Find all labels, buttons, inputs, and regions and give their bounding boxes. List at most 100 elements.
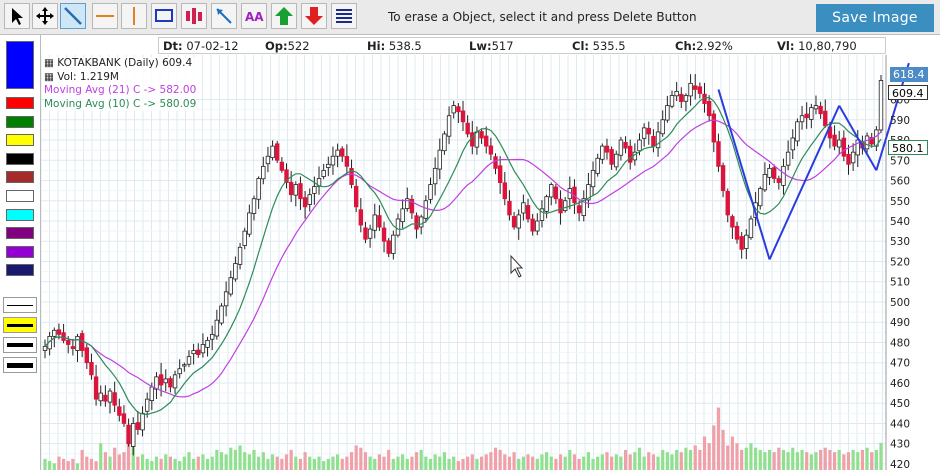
candle [711,113,716,143]
volume-bar [772,452,776,470]
volume-bar [470,454,474,470]
y-tick-label: 530 [890,236,910,248]
trendline [838,105,878,171]
volume-bar [442,452,447,470]
candle [535,220,540,232]
volume-bar [108,456,112,470]
y-tick-label: 550 [890,196,910,208]
tool-arrow-line[interactable] [211,3,237,29]
volume-bar [521,456,525,470]
tool-trend-line[interactable] [60,3,86,29]
candle [655,131,661,149]
volume-bar [832,452,837,470]
candle [135,422,141,430]
line-width-option[interactable] [3,297,37,313]
line-width-sample [7,323,33,327]
candle [330,155,336,166]
candle [279,161,285,171]
tool-text[interactable]: AA [241,3,267,29]
color-swatch[interactable] [6,152,34,165]
volume-bar [819,449,823,470]
volume-bar [791,447,795,470]
candle [679,93,684,102]
color-swatch[interactable] [6,264,34,277]
candle [126,424,131,445]
color-swatch[interactable] [6,245,34,258]
candle [219,305,224,324]
volume-bar [568,449,572,470]
tool-lines[interactable] [331,3,357,29]
volume-bar [781,449,786,470]
color-swatch[interactable] [6,190,34,202]
y-tick-label: 540 [890,216,910,228]
tool-move[interactable] [32,3,58,29]
palette-sidebar [0,35,41,470]
tool-sell-arrow[interactable] [301,3,327,29]
color-swatch[interactable] [6,208,34,221]
volume-bar [517,458,521,470]
candles [42,74,884,456]
color-swatch[interactable] [6,97,34,109]
current-color-swatch[interactable] [6,41,34,89]
legend-symbol: ▦ KOTAKBANK (Daily) 609.4 [44,57,193,69]
volume-bar [540,454,544,470]
tool-rectangle[interactable] [151,3,177,29]
volume-bar [461,458,465,470]
green-up-arrow-icon [275,7,293,25]
volume-bar [275,456,279,470]
tool-cursor[interactable] [4,3,30,29]
red-down-arrow-icon [305,7,323,25]
candle [131,423,136,447]
candle [52,329,57,337]
volume-bar [558,454,563,470]
y-tick-label: 510 [890,277,910,289]
volume-bar [373,458,377,470]
save-image-button[interactable]: Save Image [816,4,934,32]
candle [284,169,289,183]
volume-bar [196,456,200,470]
candle [391,234,396,254]
volume-bar [712,425,716,470]
volume-bar [182,456,186,470]
volume-bar [693,445,697,470]
line-width-option[interactable] [3,317,37,333]
volume-bar [363,452,368,470]
candle [776,178,782,183]
candle [265,155,271,165]
volume-bar [637,447,642,470]
candle [66,340,71,345]
volume-bar [749,443,753,470]
tool-buy-arrow[interactable] [271,3,297,29]
candle [270,145,275,159]
y-tick-label: 500 [890,297,910,309]
line-width-option[interactable] [3,337,37,353]
trendline [717,89,771,260]
color-swatch[interactable] [6,227,34,240]
tool-vertical-line[interactable] [121,3,147,29]
color-swatch[interactable] [6,171,34,184]
tool-horizontal-line[interactable] [92,3,118,29]
candle [154,376,159,390]
volume-bar [48,461,52,470]
color-swatch[interactable] [6,134,34,147]
color-swatch[interactable] [6,115,34,128]
volume-bar [507,456,512,470]
candle [488,145,494,155]
candle [665,105,670,121]
volume-bar [57,456,61,470]
candle [539,208,545,221]
volume-bar [614,454,618,470]
candle [61,332,66,341]
volume-bar [289,449,293,470]
volume-bar [754,447,758,470]
candle [748,218,754,239]
tool-fibonacci[interactable] [181,3,207,29]
line-width-option[interactable] [3,357,37,373]
volume-bar [71,458,75,470]
candle [177,368,182,375]
info-low: Lw:517 [469,39,514,53]
volume-bar [823,447,827,470]
candle [205,340,210,348]
candle [288,181,294,196]
